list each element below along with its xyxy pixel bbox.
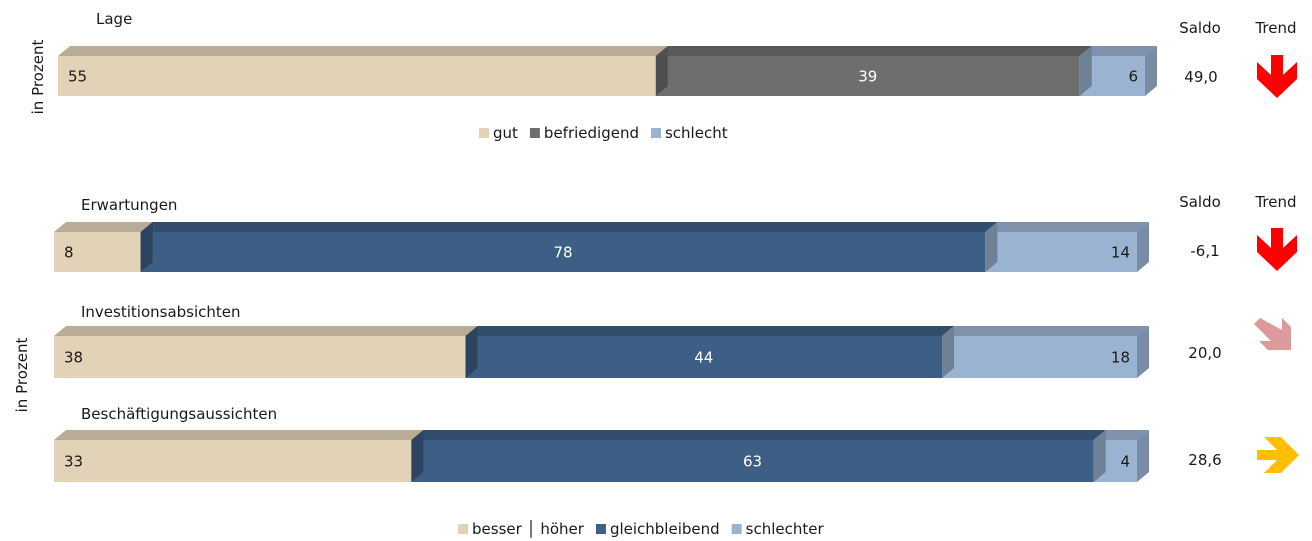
- saldo-value: -6,1: [1190, 242, 1219, 260]
- bar-side-face: [1137, 326, 1149, 378]
- legend-entry: besser │ höher: [472, 519, 585, 538]
- bar-side-face: [1137, 430, 1149, 482]
- row-label: Lage: [96, 10, 132, 28]
- legend-swatch: [479, 128, 489, 138]
- row-label: Erwartungen: [81, 196, 177, 214]
- bar-top-face: [54, 222, 153, 232]
- bar-segment: [942, 336, 1137, 378]
- bar-top-face: [465, 326, 955, 336]
- data-label: 63: [743, 453, 762, 471]
- trend-header: Trend: [1254, 19, 1296, 37]
- data-label: 39: [858, 68, 877, 86]
- trend-arrow-icon: [1257, 437, 1299, 473]
- bar-top-face: [140, 222, 998, 232]
- bar-top-face: [655, 46, 1092, 56]
- saldo-header: Saldo: [1179, 19, 1221, 37]
- bar-segment: [54, 336, 466, 378]
- data-label: 4: [1120, 453, 1130, 471]
- bar-divider: [1079, 46, 1092, 96]
- data-label: 55: [68, 68, 87, 86]
- y-axis-label: in Prozent: [29, 40, 47, 115]
- legend-swatch: [458, 524, 468, 534]
- data-label: 8: [64, 244, 74, 262]
- saldo-value: 28,6: [1188, 451, 1221, 469]
- saldo-value: 20,0: [1188, 344, 1221, 362]
- data-label: 44: [694, 349, 713, 367]
- bar-top-face: [411, 430, 1106, 440]
- bar-segment: [54, 232, 141, 272]
- bar-segment: [140, 232, 986, 272]
- row-label: Beschäftigungsaussichten: [81, 405, 277, 423]
- saldo-value: 49,0: [1184, 68, 1217, 86]
- bar-divider: [1093, 430, 1106, 482]
- bar-top-face: [58, 46, 668, 56]
- legend-entry: befriedigend: [544, 124, 639, 142]
- bar-segment: [985, 232, 1137, 272]
- y-axis-label: in Prozent: [13, 338, 31, 413]
- data-label: 38: [64, 349, 83, 367]
- bar-segment: [655, 56, 1080, 96]
- trend-arrow-icon: [1257, 55, 1297, 98]
- legend-entry: schlechter: [746, 520, 825, 538]
- legend-entry: schlecht: [665, 124, 728, 142]
- data-label: 14: [1111, 244, 1130, 262]
- saldo-header: Saldo: [1179, 193, 1221, 211]
- bar-top-face: [54, 326, 478, 336]
- legend-entry: gleichbleibend: [610, 520, 720, 538]
- bar-divider: [140, 222, 153, 272]
- data-label: 6: [1128, 68, 1138, 86]
- bar-segment: [411, 440, 1094, 482]
- row-label: Investitionsabsichten: [81, 303, 241, 321]
- bar-segment: [58, 56, 656, 96]
- bar-divider: [465, 326, 478, 378]
- bar-top-face: [942, 326, 1149, 336]
- bar-side-face: [1145, 46, 1157, 96]
- trend-arrow-icon: [1257, 228, 1297, 271]
- bar-side-face: [1137, 222, 1149, 272]
- bar-divider: [942, 326, 955, 378]
- data-label: 33: [64, 453, 83, 471]
- bar-top-face: [985, 222, 1149, 232]
- data-label: 78: [553, 244, 572, 262]
- legend-swatch: [595, 524, 606, 534]
- legend-entry: gut: [493, 124, 518, 142]
- bar-top-face: [1079, 46, 1157, 56]
- bar-segment: [54, 440, 412, 482]
- bar-divider: [655, 46, 668, 96]
- bar-segment: [465, 336, 943, 378]
- trend-header: Trend: [1254, 193, 1296, 211]
- bar-top-face: [54, 430, 424, 440]
- trend-arrow-icon: [1254, 318, 1291, 350]
- legend-swatch: [731, 524, 742, 534]
- data-label: 18: [1111, 349, 1130, 367]
- bar-top-face: [1093, 430, 1149, 440]
- legend-swatch: [650, 128, 661, 138]
- legend-swatch: [529, 128, 540, 138]
- bar-divider: [985, 222, 998, 272]
- bar-divider: [411, 430, 424, 482]
